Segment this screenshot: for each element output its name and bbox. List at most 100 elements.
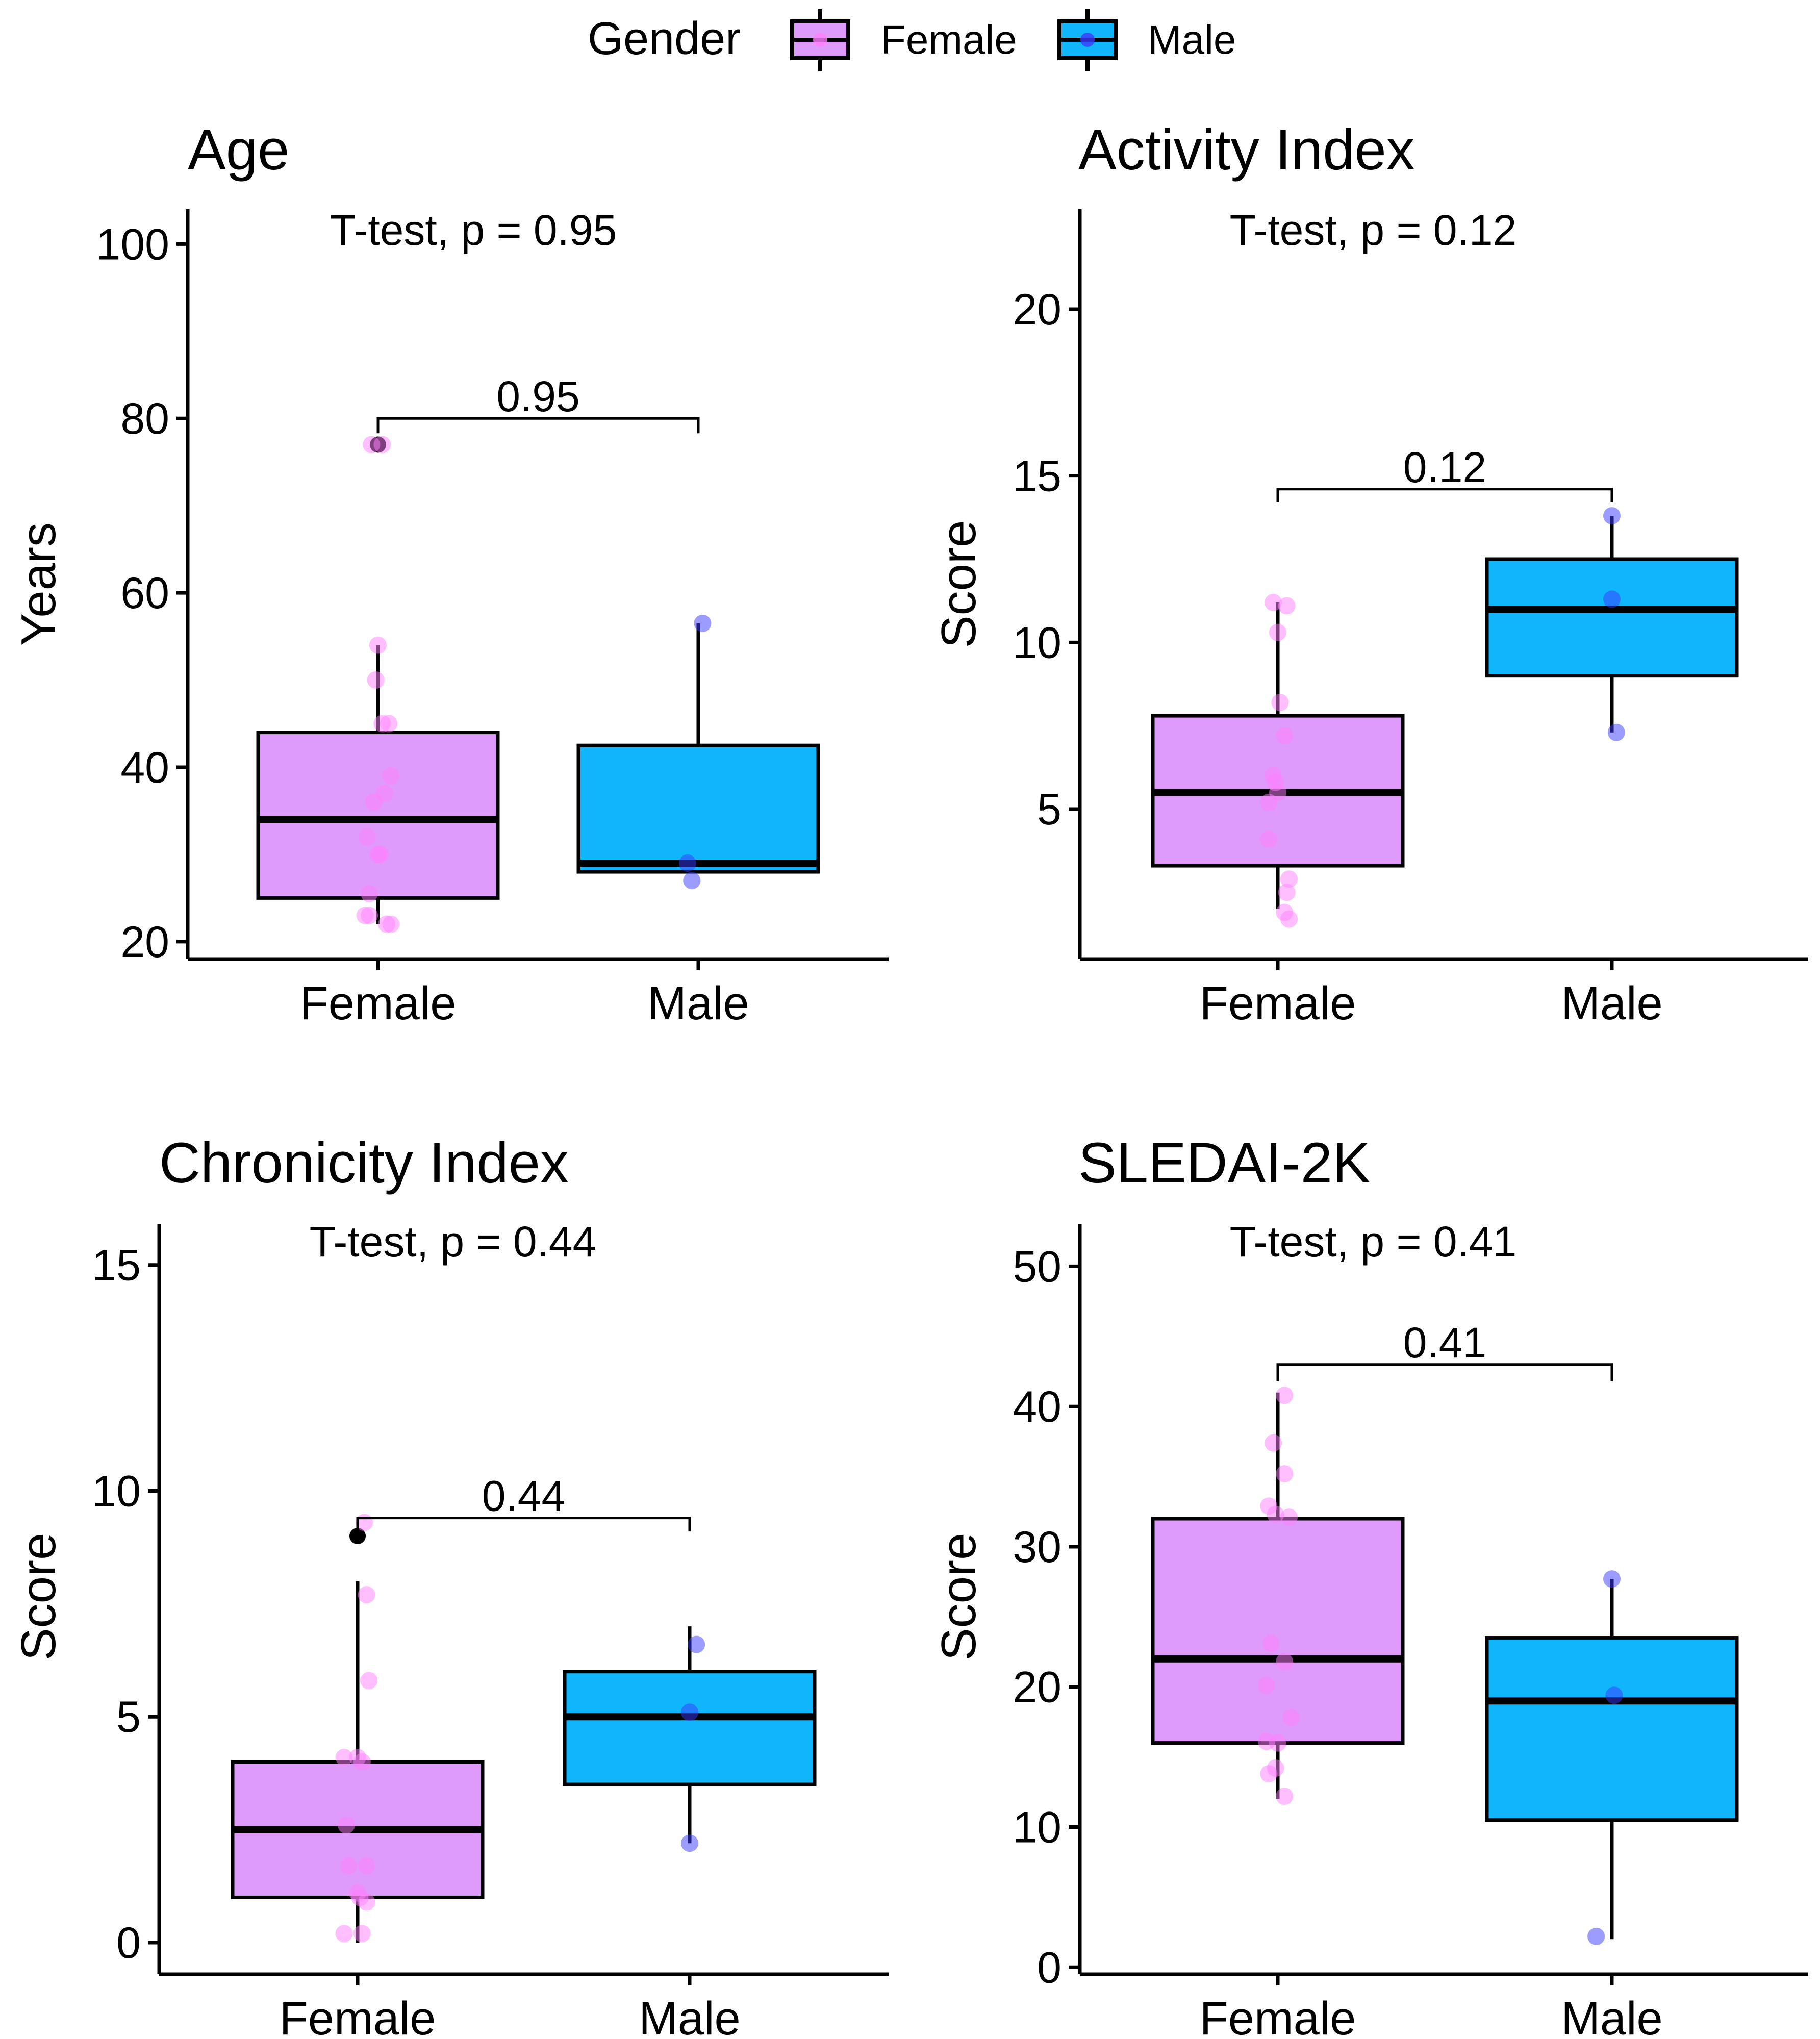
- panel-title: Activity Index: [1078, 118, 1415, 182]
- data-point: [335, 1925, 353, 1943]
- x-tick-label: Female: [300, 977, 457, 1029]
- significance-bracket: [1276, 488, 1613, 502]
- data-point: [1280, 1508, 1298, 1526]
- data-point: [358, 1586, 375, 1604]
- data-point: [1269, 1734, 1286, 1752]
- y-tick-label: 20: [1013, 285, 1061, 334]
- box-female: [1151, 1517, 1405, 1745]
- legend-label-male: Male: [1148, 17, 1236, 62]
- y-tick-label: 80: [120, 394, 169, 443]
- panel-title: Chronicity Index: [159, 1131, 569, 1195]
- data-point: [353, 1753, 371, 1771]
- y-tick-label: 15: [1013, 452, 1061, 501]
- y-tick-label: 0: [116, 1919, 141, 1968]
- y-tick-label: 20: [1013, 1663, 1061, 1712]
- data-point: [361, 907, 378, 924]
- data-point: [1257, 1676, 1275, 1694]
- data-point: [1276, 1788, 1294, 1805]
- data-point: [1603, 590, 1621, 608]
- data-point: [1265, 1434, 1282, 1452]
- data-point: [1280, 910, 1298, 928]
- data-point: [337, 1816, 355, 1834]
- data-point: [1267, 1505, 1284, 1523]
- panel-subtitle: T-test, p = 0.12: [1230, 206, 1517, 254]
- data-point: [1607, 723, 1625, 741]
- data-point: [1271, 693, 1289, 711]
- box-female: [256, 731, 500, 900]
- data-point: [1276, 1653, 1294, 1671]
- data-point: [335, 1748, 353, 1766]
- data-point: [358, 828, 376, 846]
- y-tick-label: 10: [92, 1467, 141, 1516]
- legend-key-male: [1057, 9, 1118, 71]
- box-male: [576, 743, 820, 874]
- y-tick-label: 100: [96, 220, 170, 269]
- bracket-label: 0.44: [482, 1472, 566, 1520]
- data-point: [1587, 1927, 1605, 1945]
- data-point: [1605, 1686, 1623, 1704]
- x-tick-label: Female: [280, 1993, 436, 2039]
- significance-bracket: [376, 417, 700, 434]
- legend-title: Gender: [588, 13, 741, 64]
- legend-key-female: [790, 9, 850, 71]
- x-tick-label: Female: [1200, 977, 1356, 1029]
- y-tick-label: 10: [1013, 1803, 1061, 1852]
- data-point: [1603, 507, 1621, 525]
- outlier-point: [349, 1528, 366, 1545]
- y-axis-label: Score: [11, 1533, 66, 1661]
- data-point: [683, 872, 701, 890]
- legend-label-female: Female: [881, 17, 1017, 62]
- data-point: [678, 854, 696, 872]
- y-tick-label: 10: [1013, 618, 1061, 667]
- data-point: [1267, 1759, 1284, 1777]
- x-tick-label: Male: [639, 1993, 740, 2039]
- bracket-label: 0.95: [496, 372, 580, 420]
- data-point: [1260, 793, 1278, 811]
- x-tick-label: Male: [1561, 977, 1662, 1029]
- panel-title: SLEDAI-2K: [1078, 1131, 1371, 1195]
- bracket-label: 0.12: [1403, 443, 1487, 491]
- data-point: [681, 1834, 698, 1852]
- data-point: [1278, 597, 1296, 615]
- y-tick-label: 0: [1037, 1943, 1061, 1992]
- data-point: [1282, 1709, 1300, 1727]
- panel-chronicity-index: Chronicity Index T-test, p = 0.44 Score …: [11, 1131, 889, 2039]
- y-tick-label: 60: [120, 569, 169, 618]
- data-point: [1269, 623, 1286, 641]
- y-tick-label: 20: [120, 918, 169, 967]
- data-point: [361, 885, 378, 902]
- panel-subtitle: T-test, p = 0.41: [1230, 1218, 1517, 1266]
- y-tick-label: 5: [1037, 785, 1061, 834]
- data-point: [1276, 1387, 1294, 1404]
- data-point: [358, 1893, 375, 1911]
- y-axis-label: Years: [11, 522, 66, 646]
- y-tick-label: 40: [120, 743, 169, 792]
- y-tick-label: 15: [92, 1241, 141, 1290]
- data-point: [1265, 593, 1282, 611]
- data-point: [371, 845, 389, 863]
- data-point: [369, 636, 387, 654]
- data-point: [1278, 884, 1296, 901]
- data-point: [1262, 1634, 1280, 1652]
- box-male: [1485, 1636, 1739, 1822]
- data-point: [694, 614, 712, 632]
- box-male: [1485, 557, 1739, 678]
- data-point: [1280, 870, 1298, 888]
- panel-title: Age: [188, 118, 289, 182]
- panel-activity-index: Activity Index T-test, p = 0.12 Score 5 1…: [931, 118, 1808, 1029]
- data-point: [681, 1703, 698, 1721]
- data-point: [1276, 727, 1294, 745]
- significance-bracket: [1276, 1363, 1613, 1381]
- data-point: [1603, 1570, 1621, 1588]
- y-axis-label: Score: [931, 520, 986, 648]
- legend: Gender Female Male: [588, 9, 1236, 71]
- data-point: [382, 915, 400, 933]
- data-point: [375, 785, 393, 802]
- panel-age: Age T-test, p = 0.95 Years 20 40 60 80 100 Fe…: [11, 118, 889, 1029]
- data-point: [360, 1672, 378, 1690]
- y-tick-label: 30: [1013, 1523, 1061, 1572]
- y-tick-label: 50: [1013, 1242, 1061, 1291]
- data-point: [1276, 1465, 1294, 1483]
- data-point: [373, 436, 391, 454]
